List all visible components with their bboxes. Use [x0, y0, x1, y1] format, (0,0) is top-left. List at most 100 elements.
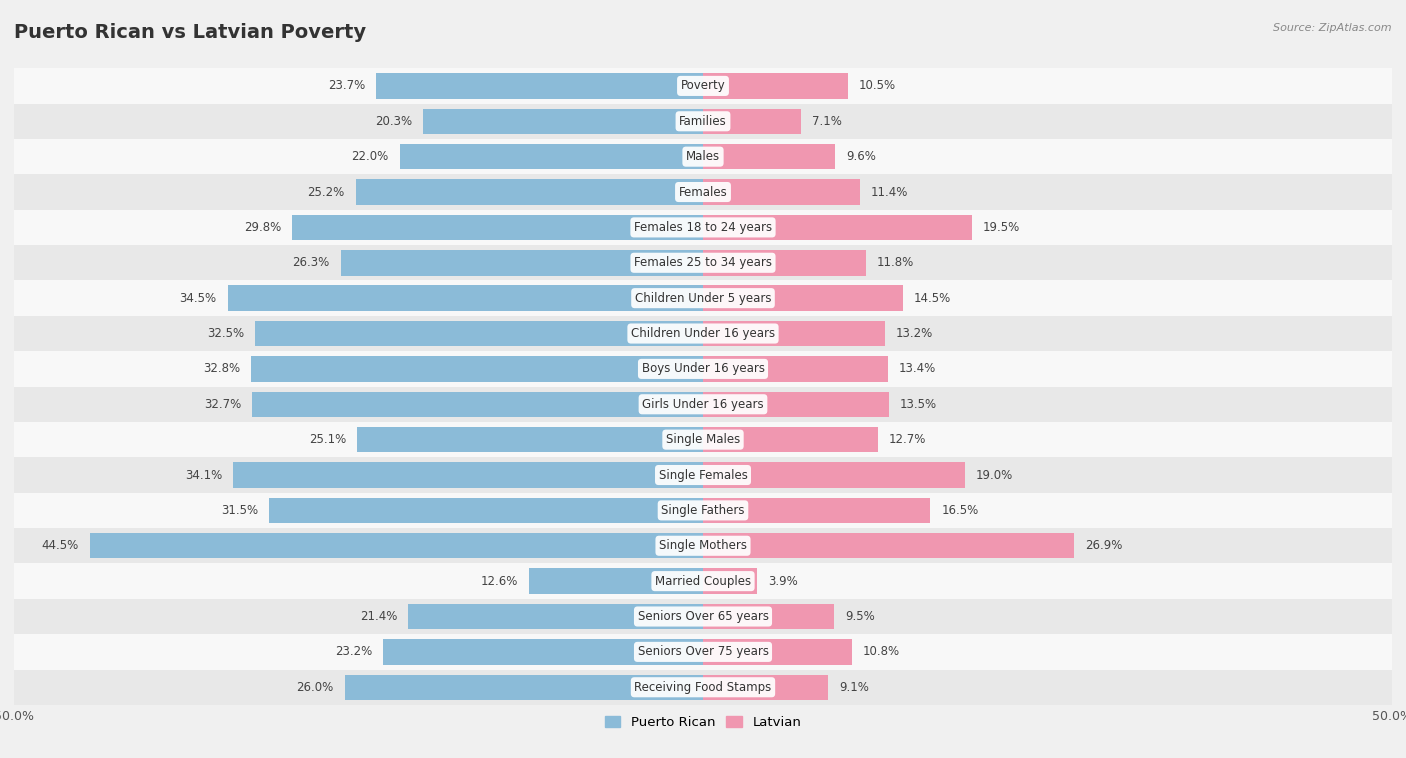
Text: Single Males: Single Males	[666, 433, 740, 446]
Text: 29.8%: 29.8%	[245, 221, 281, 234]
Bar	[254, 321, 703, 346]
Bar	[703, 639, 852, 665]
Text: 44.5%: 44.5%	[42, 539, 79, 553]
Bar	[252, 356, 703, 381]
Bar	[269, 498, 703, 523]
Bar	[703, 74, 848, 99]
Bar	[14, 68, 1392, 104]
Text: 11.4%: 11.4%	[872, 186, 908, 199]
Bar	[14, 104, 1392, 139]
Bar	[703, 568, 756, 594]
Text: 26.0%: 26.0%	[297, 681, 333, 694]
Text: 16.5%: 16.5%	[942, 504, 979, 517]
Bar	[703, 427, 877, 453]
Bar	[423, 108, 703, 134]
Bar	[14, 210, 1392, 245]
Bar	[377, 74, 703, 99]
Bar	[344, 675, 703, 700]
Text: 12.7%: 12.7%	[889, 433, 927, 446]
Text: 7.1%: 7.1%	[811, 114, 842, 128]
Text: Boys Under 16 years: Boys Under 16 years	[641, 362, 765, 375]
Bar	[90, 533, 703, 559]
Text: Children Under 5 years: Children Under 5 years	[634, 292, 772, 305]
Bar	[14, 634, 1392, 669]
Text: 23.2%: 23.2%	[335, 645, 373, 659]
Bar	[14, 669, 1392, 705]
Text: Girls Under 16 years: Girls Under 16 years	[643, 398, 763, 411]
Bar	[14, 174, 1392, 210]
Bar	[703, 498, 931, 523]
Text: 26.3%: 26.3%	[292, 256, 329, 269]
Text: 19.0%: 19.0%	[976, 468, 1014, 481]
Bar	[703, 286, 903, 311]
Bar	[14, 387, 1392, 422]
Bar	[408, 604, 703, 629]
Bar	[384, 639, 703, 665]
Bar	[703, 533, 1074, 559]
Bar	[14, 599, 1392, 634]
Text: Families: Families	[679, 114, 727, 128]
Text: Receiving Food Stamps: Receiving Food Stamps	[634, 681, 772, 694]
Bar	[399, 144, 703, 169]
Text: Females: Females	[679, 186, 727, 199]
Text: 20.3%: 20.3%	[375, 114, 412, 128]
Legend: Puerto Rican, Latvian: Puerto Rican, Latvian	[600, 713, 806, 733]
Bar	[703, 144, 835, 169]
Text: Females 18 to 24 years: Females 18 to 24 years	[634, 221, 772, 234]
Text: Seniors Over 65 years: Seniors Over 65 years	[637, 610, 769, 623]
Text: Poverty: Poverty	[681, 80, 725, 92]
Text: 32.5%: 32.5%	[207, 327, 245, 340]
Text: 32.7%: 32.7%	[204, 398, 242, 411]
Text: 21.4%: 21.4%	[360, 610, 396, 623]
Bar	[703, 675, 828, 700]
Bar	[703, 604, 834, 629]
Text: 19.5%: 19.5%	[983, 221, 1019, 234]
Bar	[233, 462, 703, 487]
Text: 23.7%: 23.7%	[328, 80, 366, 92]
Text: Source: ZipAtlas.com: Source: ZipAtlas.com	[1274, 23, 1392, 33]
Text: Single Fathers: Single Fathers	[661, 504, 745, 517]
Bar	[14, 563, 1392, 599]
Bar	[14, 457, 1392, 493]
Bar	[253, 392, 703, 417]
Text: 26.9%: 26.9%	[1084, 539, 1122, 553]
Text: Seniors Over 75 years: Seniors Over 75 years	[637, 645, 769, 659]
Text: 11.8%: 11.8%	[876, 256, 914, 269]
Text: 25.2%: 25.2%	[308, 186, 344, 199]
Bar	[530, 568, 703, 594]
Text: Single Females: Single Females	[658, 468, 748, 481]
Text: 9.6%: 9.6%	[846, 150, 876, 163]
Text: 22.0%: 22.0%	[352, 150, 389, 163]
Text: Children Under 16 years: Children Under 16 years	[631, 327, 775, 340]
Text: Females 25 to 34 years: Females 25 to 34 years	[634, 256, 772, 269]
Bar	[14, 493, 1392, 528]
Text: 34.1%: 34.1%	[184, 468, 222, 481]
Bar	[703, 321, 884, 346]
Bar	[703, 392, 889, 417]
Bar	[14, 528, 1392, 563]
Text: 32.8%: 32.8%	[202, 362, 240, 375]
Bar	[14, 280, 1392, 316]
Text: 12.6%: 12.6%	[481, 575, 519, 587]
Text: Puerto Rican vs Latvian Poverty: Puerto Rican vs Latvian Poverty	[14, 23, 366, 42]
Text: 9.1%: 9.1%	[839, 681, 869, 694]
Text: 9.5%: 9.5%	[845, 610, 875, 623]
Bar	[703, 462, 965, 487]
Text: 31.5%: 31.5%	[221, 504, 257, 517]
Text: 13.2%: 13.2%	[896, 327, 934, 340]
Bar	[357, 427, 703, 453]
Text: 10.8%: 10.8%	[863, 645, 900, 659]
Text: Married Couples: Married Couples	[655, 575, 751, 587]
Text: 14.5%: 14.5%	[914, 292, 950, 305]
Text: Males: Males	[686, 150, 720, 163]
Bar	[340, 250, 703, 275]
Text: 3.9%: 3.9%	[768, 575, 797, 587]
Bar	[703, 108, 801, 134]
Bar	[703, 250, 866, 275]
Bar	[356, 180, 703, 205]
Bar	[14, 422, 1392, 457]
Bar	[703, 215, 972, 240]
Bar	[228, 286, 703, 311]
Bar	[14, 245, 1392, 280]
Bar	[703, 356, 887, 381]
